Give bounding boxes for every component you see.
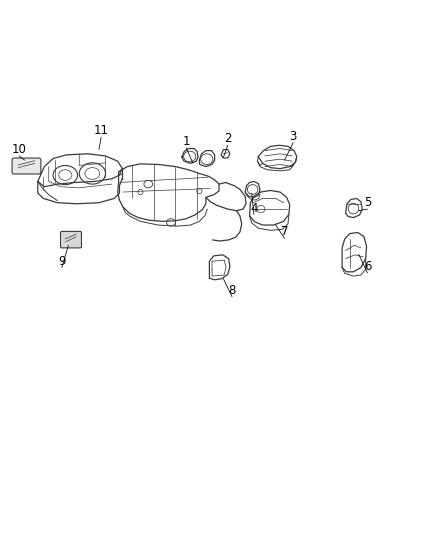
Text: 7: 7 [281, 225, 288, 238]
Text: 6: 6 [364, 260, 371, 273]
Text: 9: 9 [58, 255, 66, 268]
FancyBboxPatch shape [12, 158, 41, 174]
Text: 1: 1 [183, 135, 190, 148]
Text: 8: 8 [228, 284, 236, 297]
Text: 10: 10 [11, 143, 26, 156]
Text: 4: 4 [250, 201, 258, 214]
Text: 11: 11 [94, 124, 109, 138]
Text: 2: 2 [224, 132, 231, 146]
Text: 3: 3 [290, 130, 297, 143]
FancyBboxPatch shape [60, 231, 81, 248]
Text: 5: 5 [364, 196, 371, 209]
